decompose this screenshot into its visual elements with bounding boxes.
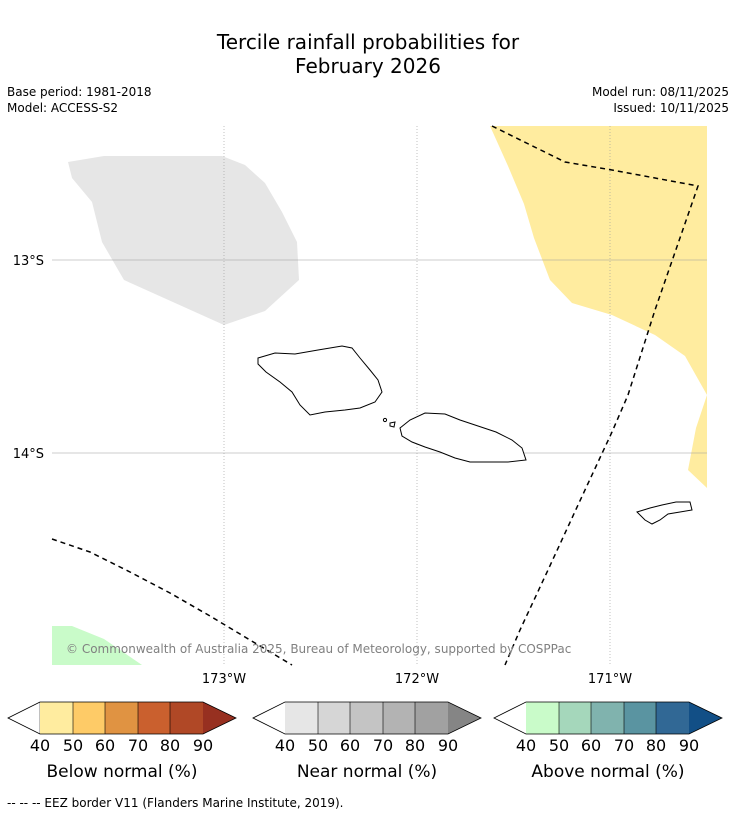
colorbar-near-cell-60 [350, 702, 383, 734]
colorbar-near-cell-lt40 [253, 702, 285, 734]
below-normal-region [490, 126, 707, 488]
lat-label-13: 13°S [13, 254, 44, 269]
title-line-2: February 2026 [295, 54, 441, 78]
eez-border-west [51, 538, 293, 666]
colorbar-below-cell-gt90 [203, 702, 236, 734]
map-title: Tercile rainfall probabilities for Febru… [0, 30, 736, 78]
colorbar-below-tick-60: 60 [95, 736, 115, 755]
colorbar-above-cell-50 [559, 702, 591, 734]
colorbar-below-cell-60 [105, 702, 138, 734]
colorbar-below-label: Below normal (%) [46, 762, 198, 782]
issued-date: Issued: 10/11/2025 [613, 101, 729, 115]
colorbar-above-cell-lt40 [494, 702, 526, 734]
above-normal-region [52, 626, 142, 665]
colorbar-above-label: Above normal (%) [531, 762, 685, 782]
colorbar-near-cell-40 [285, 702, 318, 734]
island-tutuila [636, 501, 693, 525]
colorbar-above-tick-40: 40 [516, 736, 536, 755]
colorbar-above-tick-50: 50 [549, 736, 569, 755]
colorbar-near-tick-70: 70 [373, 736, 393, 755]
eez-border-east [491, 125, 699, 666]
colorbar-below-normal: 40 50 60 70 80 90 [7, 701, 237, 755]
island-savaii [257, 345, 383, 416]
colorbar-near-label: Near normal (%) [296, 762, 438, 782]
colorbar-below-cell-40 [40, 702, 73, 734]
colorbar-above-cell-60 [591, 702, 624, 734]
colorbar-above-tick-60: 60 [581, 736, 601, 755]
colorbar-below-outline [7, 701, 237, 735]
colorbars: 40 50 60 70 80 90 40 50 60 70 80 90 [7, 701, 723, 755]
lat-label-14: 14°S [13, 447, 44, 462]
colorbar-near-tick-60: 60 [340, 736, 360, 755]
colorbar-near-tick-80: 80 [405, 736, 425, 755]
colorbar-near-outline [252, 701, 482, 735]
colorbar-below-dividers [72, 702, 171, 734]
islet-manono [382, 417, 388, 423]
colorbar-below-cell-70 [138, 702, 170, 734]
near-normal-region [68, 156, 299, 325]
colorbar-above-tick-90: 90 [679, 736, 699, 755]
colorbar-near-tick-90: 90 [438, 736, 458, 755]
axis-labels: 13°S 14°S 173°W 172°W 171°W [13, 254, 633, 687]
copyright-notice: © Commonwealth of Australia 2025, Bureau… [66, 642, 571, 656]
colorbar-below-tick-90: 90 [193, 736, 213, 755]
colorbar-near-tick-40: 40 [275, 736, 295, 755]
colorbar-below-tick-70: 70 [128, 736, 148, 755]
model-run: Model run: 08/11/2025 [591, 85, 729, 99]
colorbar-above-cell-70 [624, 702, 656, 734]
eez-borders [51, 125, 699, 666]
lon-label-173: 173°W [202, 672, 246, 687]
colorbar-below-cell-50 [73, 702, 105, 734]
eez-footnote: -- -- -- EEZ border V11 (Flanders Marine… [7, 796, 344, 810]
colorbar-below-tick-80: 80 [160, 736, 180, 755]
islet-apolima [389, 421, 396, 428]
colorbar-below-cell-80 [170, 702, 203, 734]
colorbar-below-tick-50: 50 [63, 736, 83, 755]
colorbar-above-normal: 40 50 60 70 80 90 [493, 701, 723, 755]
model-name: Model: ACCESS-S2 [7, 101, 119, 115]
base-period: Base period: 1981-2018 [7, 85, 152, 99]
colorbar-near-cell-50 [318, 702, 350, 734]
lon-label-172: 172°W [395, 672, 439, 687]
lon-label-171: 171°W [588, 672, 632, 687]
colorbar-near-cell-80 [415, 702, 448, 734]
colorbar-near-dividers [317, 702, 416, 734]
colorbar-above-dividers [558, 702, 657, 734]
title-line-1: Tercile rainfall probabilities for [216, 30, 520, 54]
colorbar-above-cell-40 [526, 702, 559, 734]
meta-right: Model run: 08/11/2025 Issued: 10/11/2025 [592, 84, 729, 116]
colorbar-above-tick-80: 80 [646, 736, 666, 755]
island-upolu [399, 412, 527, 463]
islands [257, 345, 693, 525]
map-gridlines [52, 126, 707, 665]
colorbar-near-normal: 40 50 60 70 80 90 [252, 701, 482, 755]
colorbar-near-cell-gt90 [448, 702, 481, 734]
colorbar-near-cell-70 [383, 702, 415, 734]
colorbar-near-tick-50: 50 [308, 736, 328, 755]
meta-left: Base period: 1981-2018 Model: ACCESS-S2 [7, 84, 152, 116]
colorbar-above-cell-80 [656, 702, 689, 734]
colorbar-above-outline [493, 701, 723, 735]
colorbar-below-tick-40: 40 [30, 736, 50, 755]
colorbar-above-cell-gt90 [689, 702, 722, 734]
colorbar-above-tick-70: 70 [614, 736, 634, 755]
colorbar-below-cell-lt40 [7, 701, 41, 735]
